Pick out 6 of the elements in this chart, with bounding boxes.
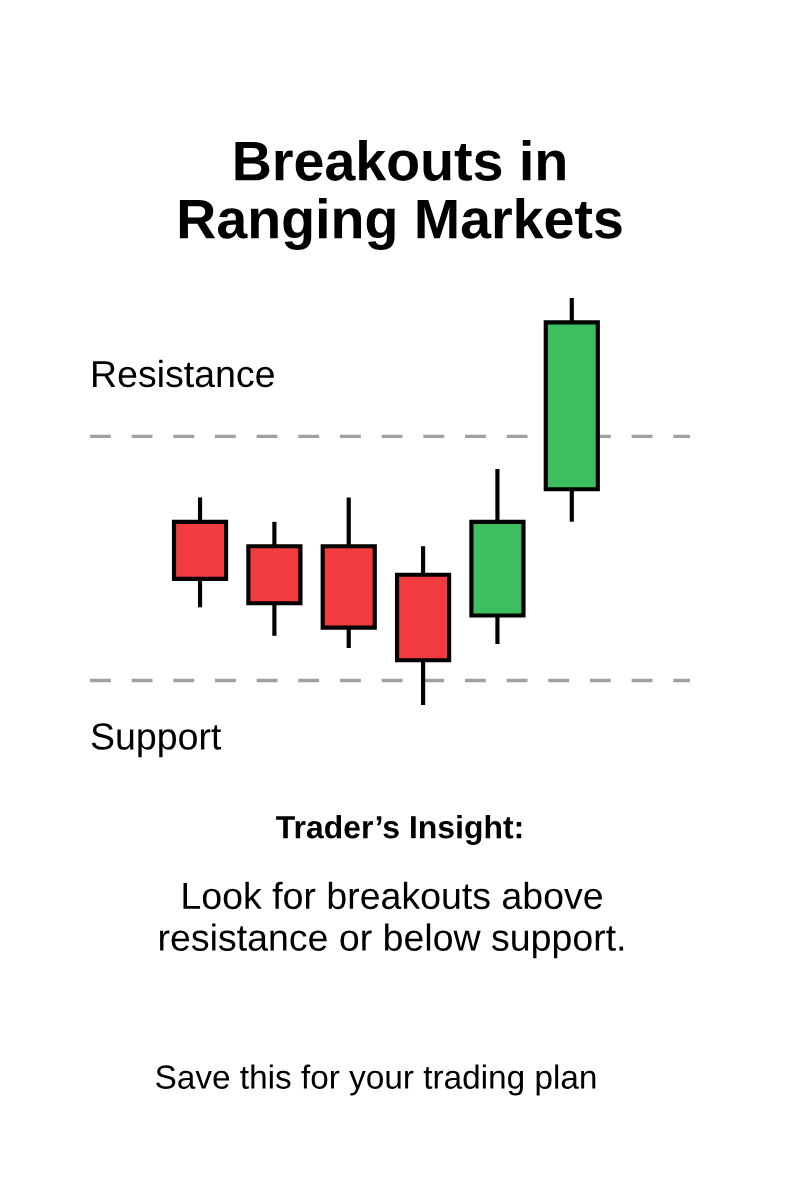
- ref-line-label: Resistance: [93, 359, 274, 388]
- text: Trader’s Insight:: [276, 815, 522, 845]
- chart-title: Breakouts in Ranging Markets: [179, 140, 622, 250]
- ref-line-label: Support: [91, 723, 222, 758]
- text: Save this for your trading plan: [156, 1064, 596, 1096]
- text: Look for breakouts above resistance or below support.: [160, 881, 624, 959]
